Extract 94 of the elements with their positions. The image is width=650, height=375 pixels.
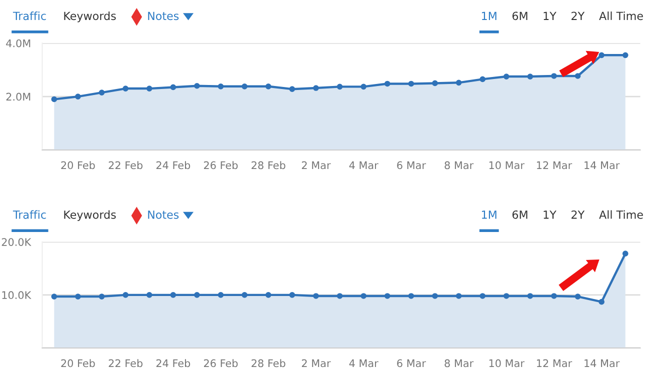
- text: Keywords: [64, 210, 116, 221]
- x-tick-label: 14 Mar: [584, 161, 620, 170]
- y-tick-label: 20.0K: [2, 238, 32, 246]
- x-tick-label: 24 Feb: [156, 359, 190, 368]
- text: 2Y: [572, 12, 585, 20]
- point: [408, 80, 414, 87]
- text: Notes: [148, 210, 179, 219]
- point: [527, 74, 534, 80]
- x-tick-label: 26 Feb: [204, 359, 238, 368]
- text: All Time: [599, 12, 643, 20]
- x-tick-label: 28 Feb: [252, 161, 286, 170]
- point: [551, 293, 557, 299]
- x-tick-label: 12 Mar: [537, 359, 572, 368]
- point: [598, 52, 604, 58]
- point: [480, 76, 486, 82]
- point: [503, 74, 510, 80]
- point: [622, 52, 628, 58]
- x-tick-label: 24 Feb: [156, 161, 190, 170]
- x-tick-label: 14 Mar: [584, 359, 620, 368]
- text: Keywords: [64, 12, 116, 22]
- x-tick-label: 8 Mar: [444, 359, 474, 368]
- x-tick-label: 6 Mar: [397, 161, 426, 170]
- point: [313, 85, 319, 91]
- x-tick-label: 2 Mar: [302, 161, 331, 170]
- x-tick-label: 22 Feb: [108, 161, 142, 170]
- text: 1Y: [544, 12, 556, 20]
- text: 2Y: [572, 210, 585, 219]
- point: [336, 84, 343, 90]
- point: [574, 73, 581, 79]
- x-tick-label: 6 Mar: [397, 359, 426, 368]
- point: [408, 293, 414, 299]
- point: [456, 80, 462, 86]
- y-tick-label: 4.0M: [6, 39, 30, 48]
- x-tick-label: 10 Mar: [489, 359, 524, 368]
- point: [146, 86, 152, 92]
- text: 1M: [482, 12, 496, 20]
- text: 1Y: [544, 210, 556, 219]
- text: Traffic: [12, 210, 46, 219]
- point: [98, 90, 105, 96]
- point: [122, 86, 128, 92]
- text: 1M: [482, 210, 496, 219]
- y-tick-label: 2.0M: [6, 92, 30, 101]
- point: [194, 82, 200, 89]
- point: [218, 83, 224, 90]
- point: [51, 96, 58, 102]
- point: [194, 292, 200, 298]
- point: [98, 294, 105, 300]
- point: [122, 292, 128, 298]
- point: [170, 84, 176, 90]
- point: [480, 293, 486, 299]
- x-tick-label: 22 Feb: [108, 359, 142, 368]
- x-tick-label: 12 Mar: [537, 161, 572, 170]
- point: [432, 80, 438, 86]
- text: Traffic: [12, 12, 46, 20]
- point: [360, 293, 366, 299]
- point: [384, 293, 390, 299]
- point: [170, 292, 176, 298]
- point: [456, 293, 462, 299]
- x-tick-label: 20 Feb: [61, 161, 95, 170]
- point: [598, 298, 604, 305]
- x-tick-label: 10 Mar: [489, 161, 524, 170]
- x-tick-label: 2 Mar: [302, 359, 331, 368]
- point: [146, 292, 152, 298]
- point: [503, 293, 510, 299]
- point: [527, 293, 534, 299]
- point: [432, 293, 438, 299]
- point: [289, 86, 296, 92]
- x-tick-label: 4 Mar: [349, 161, 378, 170]
- point: [336, 293, 343, 299]
- point: [75, 94, 81, 100]
- point: [313, 293, 319, 299]
- x-tick-label: 4 Mar: [349, 359, 378, 368]
- point: [242, 292, 248, 298]
- y-tick-label: 10.0K: [2, 291, 32, 300]
- x-tick-label: 28 Feb: [252, 359, 286, 368]
- x-tick-label: 8 Mar: [444, 161, 474, 170]
- text: 6M: [512, 210, 528, 219]
- text: Notes: [148, 12, 179, 20]
- point: [75, 294, 81, 300]
- text: All Time: [599, 210, 643, 219]
- point: [265, 292, 272, 298]
- point: [51, 294, 58, 300]
- x-tick-label: 26 Feb: [204, 161, 238, 170]
- point: [574, 294, 581, 300]
- x-tick-label: 20 Feb: [61, 359, 95, 368]
- point: [622, 250, 628, 256]
- point: [265, 83, 272, 90]
- point: [551, 73, 557, 79]
- text: 6M: [512, 12, 528, 20]
- point: [360, 84, 366, 90]
- point: [218, 292, 224, 298]
- point: [384, 80, 390, 87]
- point: [289, 292, 296, 298]
- point: [242, 83, 248, 90]
